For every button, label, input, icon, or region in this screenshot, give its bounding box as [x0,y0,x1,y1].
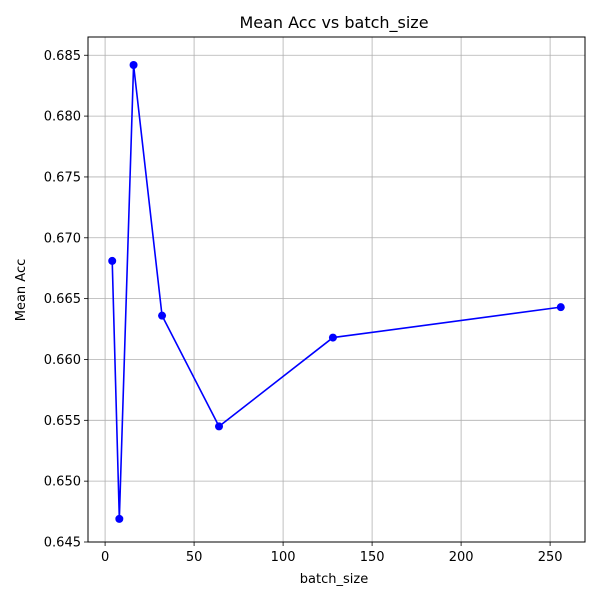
x-tick-label: 100 [271,550,296,565]
x-tick-label: 250 [538,550,563,565]
y-tick-label: 0.670 [44,231,81,246]
data-point [158,311,167,320]
y-tick-label: 0.645 [44,536,81,551]
x-axis-label: batch_size [300,572,368,587]
grid [88,37,585,543]
x-axis: 0 50 100 150 200 250 [101,542,563,565]
data-point [108,256,117,265]
data-point [115,514,124,523]
y-tick-label: 0.655 [44,414,81,429]
chart-title: Mean Acc vs batch_size [239,13,428,33]
data-point [556,303,565,312]
y-tick-label: 0.675 [44,170,81,185]
plot-area-frame [87,36,586,543]
y-tick-label: 0.680 [44,110,81,125]
x-tick-label: 0 [101,550,109,565]
y-tick-label: 0.650 [44,475,81,490]
y-tick-label: 0.660 [44,353,81,368]
x-tick-label: 200 [449,550,474,565]
data-point [215,422,224,431]
y-axis-label: Mean Acc [14,259,29,322]
data-point [129,60,138,69]
x-tick-label: 50 [186,550,203,565]
series-layer [108,60,565,523]
y-tick-label: 0.685 [44,49,81,64]
y-tick-label: 0.665 [44,292,81,307]
data-point [328,333,337,342]
y-axis: 0.645 0.650 0.655 0.660 0.665 0.670 0.675 0.680… [44,49,88,551]
x-tick-label: 150 [360,550,385,565]
